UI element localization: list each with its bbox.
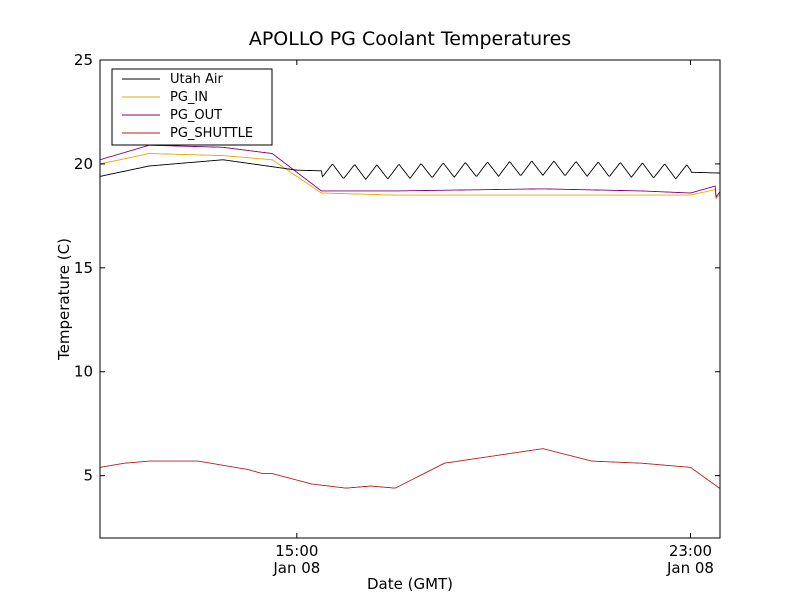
legend-label: PG_SHUTTLE	[170, 126, 253, 141]
series-line-pg-out	[100, 144, 720, 198]
series-line-pg-shuttle	[100, 448, 720, 490]
x-tick-label-date: Jan 08	[666, 559, 714, 577]
series-layer	[100, 144, 720, 490]
x-tick-label-time: 15:00	[275, 542, 318, 560]
y-tick-label: 15	[74, 259, 93, 277]
chart-title: APOLLO PG Coolant Temperatures	[249, 28, 571, 50]
y-axis-label: Temperature (C)	[55, 238, 73, 361]
series-line-pg-in	[100, 153, 720, 200]
y-tick-label: 25	[74, 51, 93, 69]
legend-box	[111, 68, 273, 146]
legend: Utah Air PG_IN PG_OUT PG_SHUTTLE	[111, 68, 273, 146]
y-tick-label: 20	[74, 155, 93, 173]
x-tick-label-time: 23:00	[669, 542, 712, 560]
legend-label: PG_IN	[170, 90, 208, 105]
plot-frame	[99, 59, 721, 539]
y-tick-label: 10	[74, 363, 93, 381]
legend-label: PG_OUT	[170, 108, 222, 123]
y-tick-label: 5	[83, 467, 93, 485]
legend-label: Utah Air	[170, 72, 223, 87]
x-axis-label: Date (GMT)	[367, 575, 453, 593]
x-tick-label-date: Jan 08	[272, 559, 320, 577]
series-line-utah-air	[100, 159, 720, 180]
